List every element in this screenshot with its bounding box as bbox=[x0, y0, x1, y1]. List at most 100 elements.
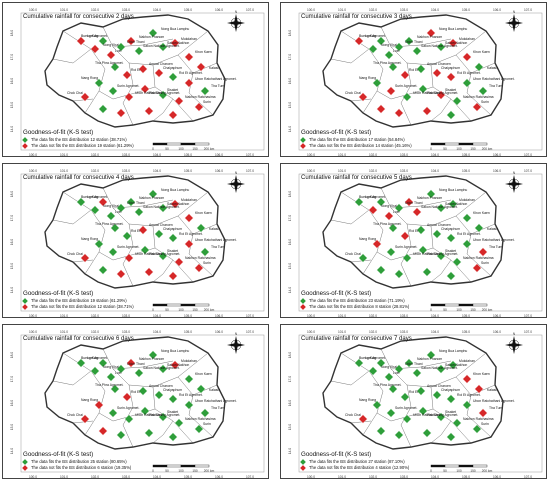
lon-tick-label: 100.0 bbox=[29, 475, 37, 479]
station-marker bbox=[154, 68, 164, 78]
lat-tick-label: 16.0 bbox=[288, 78, 292, 84]
map-frame bbox=[20, 12, 265, 151]
place-label: Nakhon Phanom bbox=[139, 196, 164, 200]
station-marker bbox=[404, 358, 414, 368]
map-panel-7-days: 100.0 100.0 101.0 101.0 102.0 102.0 103.0 103.0… bbox=[280, 324, 547, 479]
place-label: Surin Agromet. bbox=[117, 406, 139, 410]
place-label: Sakon Nakhon Agromet. bbox=[143, 44, 180, 48]
place-label: Roi Et Agromet. bbox=[179, 232, 203, 236]
station-marker bbox=[98, 426, 108, 436]
place-label: Pak Chong Agromet. bbox=[149, 413, 180, 417]
lon-tick-label: 105.0 bbox=[462, 475, 470, 479]
map-panel-2-days: 100.0 100.0 101.0 101.0 102.0 102.0 103.0 103.0… bbox=[2, 2, 269, 157]
legend-title: Goodness-of-fit (K-S test) bbox=[23, 129, 94, 136]
station-marker bbox=[422, 106, 432, 116]
scale-tick-label: 100 bbox=[178, 308, 184, 312]
station-marker bbox=[432, 229, 442, 239]
place-label: Chaiyaphum bbox=[441, 66, 460, 70]
station-marker bbox=[446, 233, 456, 243]
place-label: Tha Phra Agromet. bbox=[95, 383, 124, 387]
station-marker bbox=[98, 358, 108, 368]
lon-tick-label: 100.0 bbox=[307, 169, 315, 173]
place-label: Roi Et Agromet. bbox=[457, 71, 481, 75]
province-boundary bbox=[350, 259, 372, 263]
station-marker bbox=[384, 372, 394, 382]
place-label: Sisaket bbox=[167, 88, 178, 92]
station-marker bbox=[168, 110, 178, 120]
place-label: Surin Agromet. bbox=[395, 245, 417, 249]
province-boundary bbox=[72, 259, 94, 263]
province-boundary bbox=[52, 370, 92, 386]
station-marker bbox=[168, 72, 178, 82]
station-marker bbox=[110, 62, 120, 72]
station-marker bbox=[194, 424, 204, 434]
station-marker bbox=[472, 102, 482, 112]
province-boundary bbox=[152, 259, 174, 283]
place-label: Chok Chai bbox=[67, 91, 83, 95]
lon-tick-label: 102.0 bbox=[91, 475, 99, 479]
place-label: Khon Kaen bbox=[473, 372, 490, 376]
lon-tick-label: 104.0 bbox=[153, 314, 161, 318]
station-marker bbox=[418, 406, 428, 416]
station-marker bbox=[446, 110, 456, 120]
station-marker bbox=[394, 430, 404, 440]
lon-tick-label: 102.0 bbox=[91, 169, 99, 173]
lat-tick-label: 18.0 bbox=[288, 191, 292, 197]
lon-tick-label: 104.0 bbox=[153, 8, 161, 12]
lon-tick-label: 103.0 bbox=[400, 330, 408, 334]
lat-tick-label: 14.0 bbox=[288, 448, 292, 454]
lon-tick-label: 107.0 bbox=[246, 314, 254, 318]
place-label: Mukdahan bbox=[181, 359, 197, 363]
place-label: Tha Tum bbox=[489, 84, 503, 88]
station-marker bbox=[90, 205, 100, 215]
place-label: Amnat Charoen bbox=[149, 384, 173, 388]
scale-tick-label: 0 bbox=[152, 469, 154, 473]
station-marker bbox=[472, 263, 482, 273]
station-marker bbox=[368, 366, 378, 376]
place-label: Amnat Charoen bbox=[149, 62, 173, 66]
lon-tick-label: 107.0 bbox=[246, 330, 254, 334]
lon-tick-label: 105.0 bbox=[184, 169, 192, 173]
station-marker bbox=[416, 64, 426, 74]
station-marker bbox=[462, 78, 472, 88]
red-diamond-icon bbox=[300, 465, 306, 471]
scale-tick-label: 200 km bbox=[204, 469, 215, 473]
station-marker bbox=[148, 350, 158, 360]
map-canvas: 100.0 100.0 101.0 101.0 102.0 102.0 103.0 103.0… bbox=[288, 169, 543, 318]
north-arrow-icon: N bbox=[505, 171, 523, 193]
lon-tick-label: 105.0 bbox=[462, 169, 470, 173]
place-label: Nong Khai bbox=[381, 204, 397, 208]
panel-title: Cumulative rainfall for consecutive 3 da… bbox=[301, 14, 412, 20]
lon-tick-label: 102.0 bbox=[369, 330, 377, 334]
place-label: Mukdahan bbox=[459, 37, 475, 41]
scale-bar: 0 50 100 150 200 km bbox=[430, 303, 493, 312]
station-marker bbox=[138, 386, 148, 396]
place-label: Ubon Ratchathani bbox=[135, 91, 162, 95]
station-marker bbox=[158, 42, 168, 52]
lon-tick-label: 102.0 bbox=[369, 8, 377, 12]
station-marker bbox=[168, 432, 178, 442]
lon-tick-label: 100.0 bbox=[307, 475, 315, 479]
station-marker bbox=[412, 46, 422, 56]
lon-tick-label: 104.0 bbox=[153, 330, 161, 334]
lon-tick-label: 101.0 bbox=[60, 330, 68, 334]
station-marker bbox=[436, 203, 446, 213]
station-marker bbox=[122, 231, 132, 241]
lon-tick-label: 101.0 bbox=[338, 153, 346, 157]
place-label: Udon Thani bbox=[127, 362, 145, 366]
place-label: Nakhon Phanom bbox=[417, 35, 442, 39]
station-marker bbox=[116, 269, 126, 279]
station-marker bbox=[106, 50, 116, 60]
lon-tick-label: 104.0 bbox=[431, 153, 439, 157]
station-marker bbox=[376, 426, 386, 436]
lon-tick-label: 105.0 bbox=[184, 330, 192, 334]
lon-tick-label: 102.0 bbox=[369, 475, 377, 479]
place-label: Ubon Ratchathani bbox=[413, 413, 440, 417]
station-marker bbox=[416, 225, 426, 235]
station-marker bbox=[422, 428, 432, 438]
station-marker bbox=[196, 62, 206, 72]
station-marker bbox=[90, 44, 100, 54]
station-marker bbox=[372, 400, 382, 410]
station-marker bbox=[400, 70, 410, 80]
place-label: Amnat Charoen bbox=[427, 384, 451, 388]
